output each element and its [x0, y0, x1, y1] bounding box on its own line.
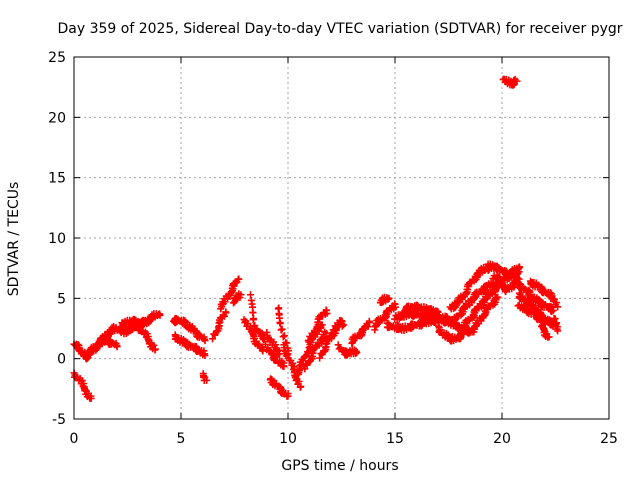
data-point	[284, 392, 292, 400]
data-point	[250, 315, 258, 323]
data-point	[515, 263, 523, 271]
data-point	[221, 312, 229, 320]
data-point	[434, 308, 442, 316]
x-tick-label: 20	[493, 431, 511, 447]
data-point	[549, 306, 557, 314]
data-point	[278, 325, 286, 333]
data-point	[295, 377, 303, 385]
data-point	[209, 335, 217, 343]
x-axis-label: GPS time / hours	[281, 458, 398, 474]
data-point	[391, 300, 399, 308]
data-point	[222, 309, 230, 317]
data-point	[340, 321, 348, 329]
data-point	[467, 279, 475, 287]
data-point	[364, 323, 372, 331]
data-points	[70, 75, 562, 402]
data-point	[237, 291, 245, 299]
data-point	[554, 303, 562, 311]
data-point	[289, 359, 297, 367]
data-point	[309, 331, 317, 339]
y-tick-label: 5	[57, 291, 66, 307]
x-tick-label: 10	[279, 431, 297, 447]
data-point	[338, 322, 346, 330]
data-point	[247, 291, 255, 299]
data-point	[365, 318, 373, 326]
y-tick-label: 10	[48, 231, 66, 247]
data-point	[296, 364, 304, 372]
x-tick-label: 5	[177, 431, 186, 447]
data-point	[316, 315, 324, 323]
data-point	[276, 319, 284, 327]
data-point	[87, 394, 95, 402]
y-tick-label: 15	[48, 171, 66, 187]
data-point	[465, 283, 473, 290]
data-point	[494, 293, 502, 301]
data-point	[323, 306, 331, 314]
data-point	[150, 341, 158, 349]
data-point	[203, 376, 211, 384]
data-point	[545, 333, 553, 341]
data-point	[279, 333, 287, 341]
data-point	[246, 323, 254, 331]
y-tick-label: 0	[57, 352, 66, 368]
data-point	[553, 299, 561, 307]
data-point	[352, 349, 360, 357]
data-point	[385, 294, 393, 302]
data-point	[280, 344, 288, 352]
data-point	[323, 329, 331, 337]
y-tick-label: -5	[52, 412, 66, 428]
data-point	[241, 319, 249, 327]
data-point	[280, 332, 288, 340]
data-point	[264, 343, 272, 351]
data-point	[113, 341, 121, 349]
y-tick-label: 20	[48, 110, 66, 126]
data-point	[232, 279, 240, 287]
data-point	[307, 335, 315, 343]
data-point	[280, 362, 288, 370]
data-point	[151, 345, 159, 353]
chart-title: Day 359 of 2025, Sidereal Day-to-day VTE…	[57, 21, 622, 37]
data-point	[332, 325, 340, 333]
data-point	[235, 275, 243, 283]
data-point	[156, 310, 164, 318]
data-point	[459, 331, 467, 339]
data-point	[201, 350, 209, 358]
data-point	[249, 309, 257, 317]
y-axis-label: SDTVAR / TECUs	[6, 182, 22, 297]
x-tick-label: 15	[386, 431, 404, 447]
data-point	[201, 335, 209, 343]
data-point	[513, 77, 521, 85]
data-point	[301, 365, 309, 373]
x-tick-label: 25	[600, 431, 618, 447]
x-tick-label: 0	[70, 431, 79, 447]
data-point	[551, 315, 559, 323]
data-point	[297, 382, 305, 390]
data-point	[554, 327, 562, 335]
y-tick-label: 25	[48, 50, 66, 66]
